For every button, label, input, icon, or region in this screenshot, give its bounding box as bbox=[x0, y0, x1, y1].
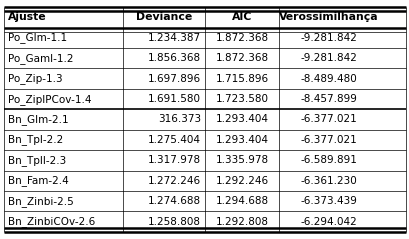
Text: -8.457.899: -8.457.899 bbox=[299, 94, 356, 104]
Text: 1.293.404: 1.293.404 bbox=[215, 114, 268, 125]
Text: 1.258.808: 1.258.808 bbox=[148, 217, 200, 227]
Text: -6.589.891: -6.589.891 bbox=[299, 155, 356, 165]
Text: Deviance: Deviance bbox=[135, 12, 191, 22]
Text: 1.293.404: 1.293.404 bbox=[215, 135, 268, 145]
Text: Po_Glm-1.1: Po_Glm-1.1 bbox=[8, 32, 67, 43]
Text: 1.715.896: 1.715.896 bbox=[215, 74, 268, 84]
Text: -6.294.042: -6.294.042 bbox=[299, 217, 356, 227]
Text: 1.697.896: 1.697.896 bbox=[147, 74, 200, 84]
Text: Bn_Fam-2.4: Bn_Fam-2.4 bbox=[8, 175, 69, 186]
Text: -9.281.842: -9.281.842 bbox=[299, 53, 356, 63]
Text: -6.361.230: -6.361.230 bbox=[299, 176, 356, 186]
Text: Ajuste: Ajuste bbox=[8, 12, 47, 22]
Text: 1.275.404: 1.275.404 bbox=[148, 135, 200, 145]
Text: Verossimilhança: Verossimilhança bbox=[278, 12, 378, 22]
Text: Bn_TpI-2.2: Bn_TpI-2.2 bbox=[8, 135, 63, 145]
Text: 1.234.387: 1.234.387 bbox=[147, 33, 200, 43]
Text: 1.294.688: 1.294.688 bbox=[215, 196, 268, 206]
Text: -6.373.439: -6.373.439 bbox=[299, 196, 356, 206]
Text: 1.272.246: 1.272.246 bbox=[147, 176, 200, 186]
Text: 1.723.580: 1.723.580 bbox=[215, 94, 268, 104]
Text: 1.317.978: 1.317.978 bbox=[147, 155, 200, 165]
Text: 1.274.688: 1.274.688 bbox=[147, 196, 200, 206]
Text: 1.872.368: 1.872.368 bbox=[215, 53, 268, 63]
Text: Bn_Zinbi-2.5: Bn_Zinbi-2.5 bbox=[8, 196, 74, 207]
Text: 1.856.368: 1.856.368 bbox=[147, 53, 200, 63]
Text: Bn_TpII-2.3: Bn_TpII-2.3 bbox=[8, 155, 66, 166]
Text: 1.872.368: 1.872.368 bbox=[215, 33, 268, 43]
Text: 1.335.978: 1.335.978 bbox=[215, 155, 268, 165]
Text: Bn_Glm-2.1: Bn_Glm-2.1 bbox=[8, 114, 69, 125]
Text: Bn_ZinbiCOv-2.6: Bn_ZinbiCOv-2.6 bbox=[8, 216, 95, 227]
Text: 1.292.808: 1.292.808 bbox=[215, 217, 268, 227]
Text: -9.281.842: -9.281.842 bbox=[299, 33, 356, 43]
Text: 316.373: 316.373 bbox=[157, 114, 200, 125]
Text: Po_Zip-1.3: Po_Zip-1.3 bbox=[8, 73, 63, 84]
Text: 1.292.246: 1.292.246 bbox=[215, 176, 268, 186]
Text: Po_ZipIPCov-1.4: Po_ZipIPCov-1.4 bbox=[8, 94, 92, 104]
Text: -6.377.021: -6.377.021 bbox=[299, 114, 356, 125]
Text: 1.691.580: 1.691.580 bbox=[148, 94, 200, 104]
Text: Po_Gaml-1.2: Po_Gaml-1.2 bbox=[8, 53, 74, 64]
Text: -6.377.021: -6.377.021 bbox=[299, 135, 356, 145]
Text: -8.489.480: -8.489.480 bbox=[299, 74, 356, 84]
Text: AIC: AIC bbox=[231, 12, 252, 22]
